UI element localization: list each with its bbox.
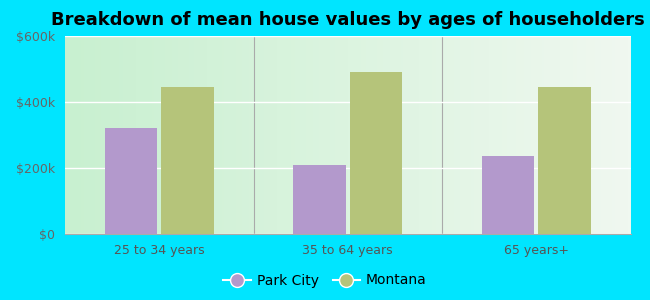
Title: Breakdown of mean house values by ages of householders: Breakdown of mean house values by ages o… — [51, 11, 645, 29]
Bar — [538, 87, 591, 234]
Bar — [350, 72, 402, 234]
Bar — [293, 165, 346, 234]
Bar — [105, 128, 157, 234]
Bar — [482, 157, 534, 234]
Legend: Park City, Montana: Park City, Montana — [218, 268, 432, 293]
Bar — [161, 87, 214, 234]
